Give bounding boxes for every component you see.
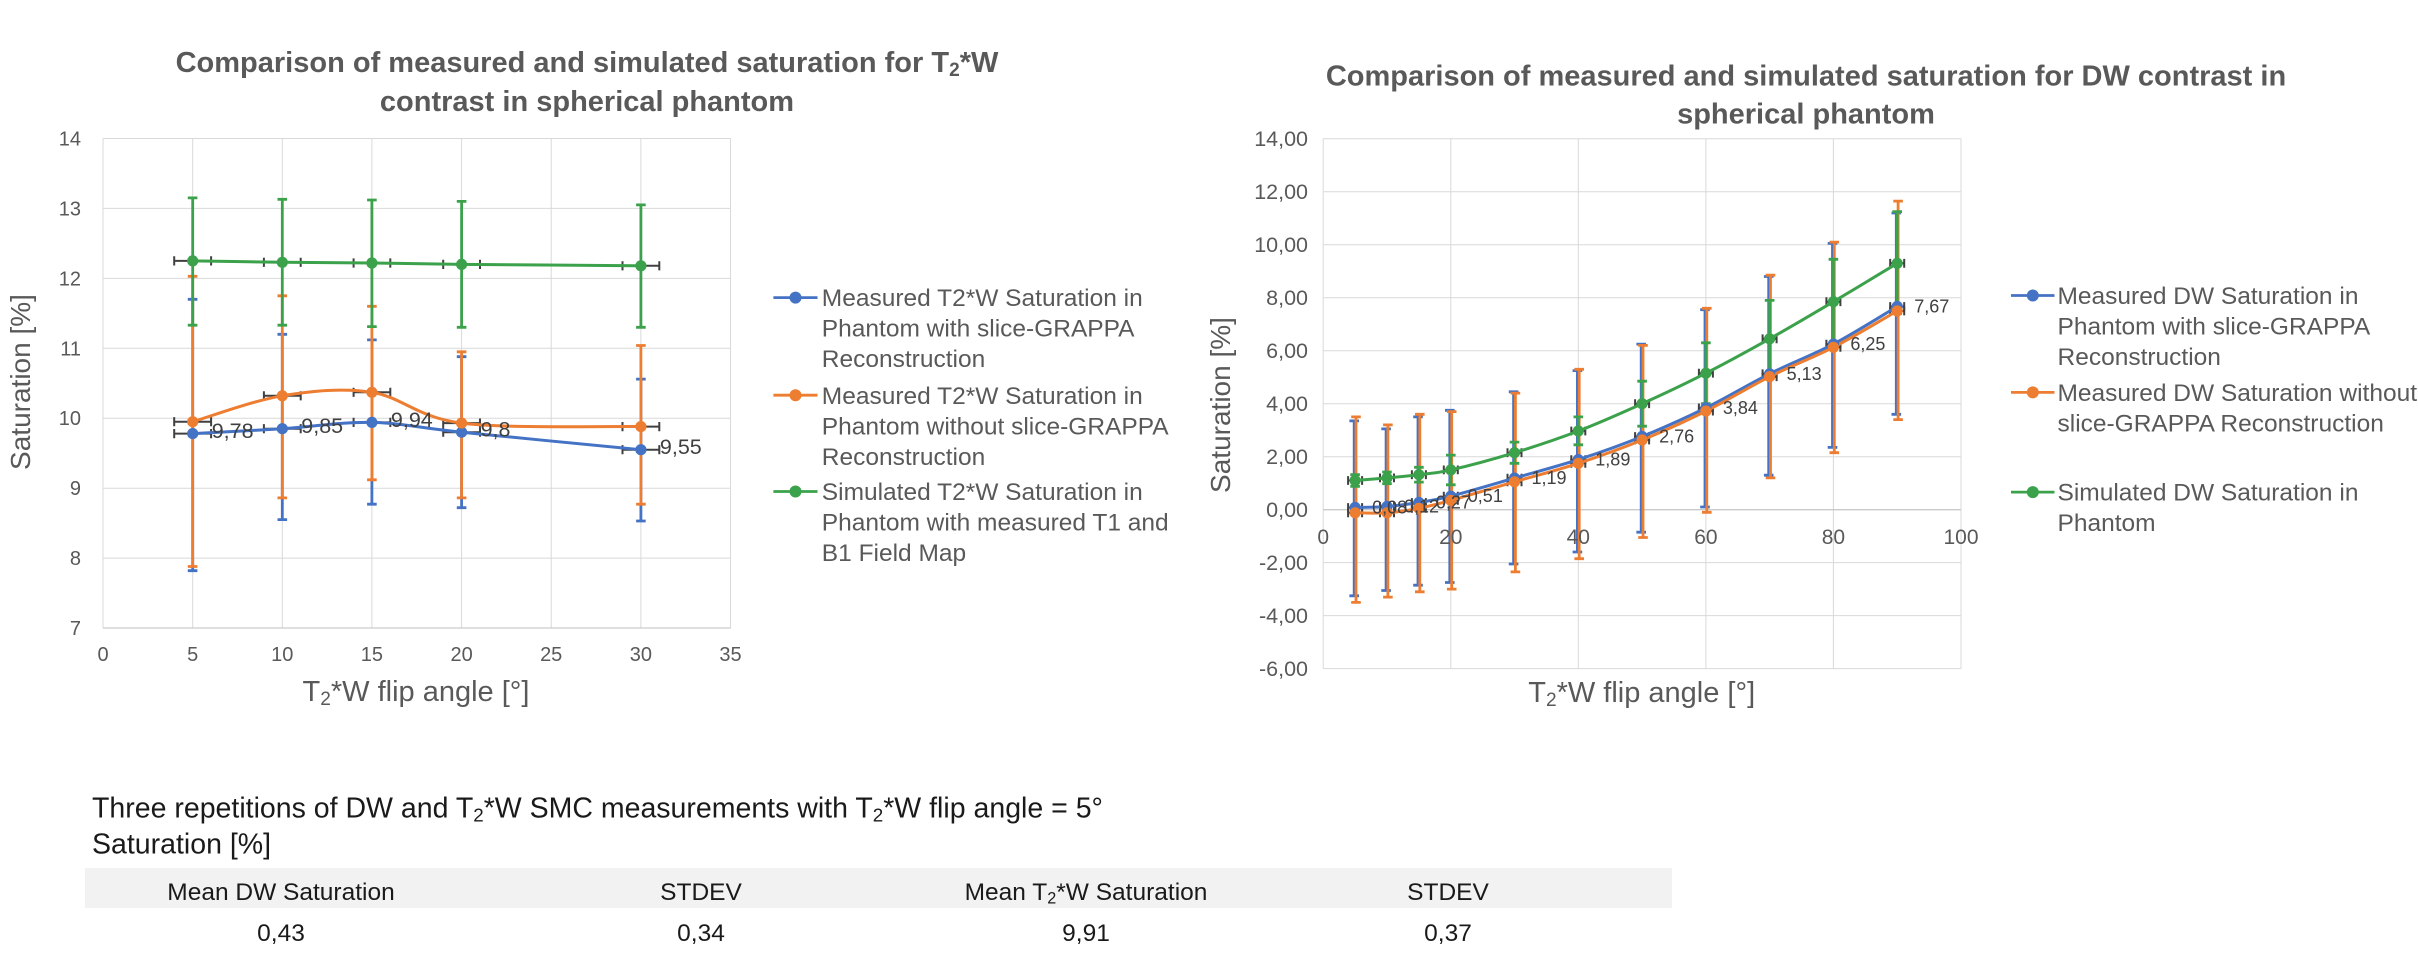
svg-text:Simulated T2*W Saturation in: Simulated T2*W Saturation in (822, 479, 1143, 506)
svg-text:13: 13 (59, 198, 81, 220)
svg-text:35: 35 (719, 644, 741, 666)
svg-text:Phantom without slice-GRAPPA: Phantom without slice-GRAPPA (822, 413, 1169, 440)
svg-text:Simulated DW Saturation in: Simulated DW Saturation in (2058, 480, 2359, 507)
svg-text:11: 11 (60, 338, 81, 360)
svg-text:Phantom with slice-GRAPPA: Phantom with slice-GRAPPA (2058, 314, 2371, 341)
svg-text:-2,00: -2,00 (1259, 551, 1308, 575)
svg-text:Measured DW Saturation in: Measured DW Saturation in (2058, 283, 2359, 310)
svg-text:Mean T2*W Saturation: Mean T2*W Saturation (965, 879, 1208, 907)
svg-text:1,89: 1,89 (1595, 450, 1630, 470)
svg-text:12,00: 12,00 (1254, 180, 1308, 204)
svg-text:30: 30 (630, 644, 652, 666)
svg-text:Reconstruction: Reconstruction (2058, 344, 2221, 371)
svg-text:0,00: 0,00 (1266, 498, 1308, 522)
svg-text:25: 25 (540, 644, 562, 666)
svg-text:-4,00: -4,00 (1259, 604, 1308, 628)
svg-text:Comparison of measured and sim: Comparison of measured and simulated sat… (176, 47, 999, 81)
svg-text:5,13: 5,13 (1787, 364, 1822, 384)
svg-text:12: 12 (59, 268, 81, 290)
svg-text:Measured DW Saturation without: Measured DW Saturation without (2058, 380, 2418, 407)
svg-text:Reconstruction: Reconstruction (822, 444, 985, 471)
svg-text:9,85: 9,85 (301, 414, 343, 438)
svg-text:STDEV: STDEV (660, 879, 742, 906)
svg-text:0,51: 0,51 (1468, 486, 1503, 506)
svg-text:B1 Field Map: B1 Field Map (822, 540, 966, 567)
svg-text:STDEV: STDEV (1407, 879, 1489, 906)
svg-text:8,00: 8,00 (1266, 286, 1308, 310)
svg-text:100: 100 (1943, 526, 1978, 549)
svg-text:Three repetitions of DW and T2: Three repetitions of DW and T2*W SMC mea… (92, 793, 1103, 826)
svg-text:7,67: 7,67 (1914, 297, 1949, 317)
svg-text:T2*W flip angle [°]: T2*W flip angle [°] (303, 676, 530, 710)
svg-text:0: 0 (1317, 526, 1329, 549)
svg-text:Mean DW Saturation: Mean DW Saturation (167, 879, 394, 906)
svg-text:contrast in spherical phantom: contrast in spherical phantom (380, 86, 794, 118)
svg-text:slice-GRAPPA Reconstruction: slice-GRAPPA Reconstruction (2058, 411, 2384, 438)
svg-text:2,76: 2,76 (1659, 427, 1694, 447)
svg-text:9,94: 9,94 (391, 408, 433, 432)
svg-text:1,19: 1,19 (1532, 468, 1567, 488)
svg-text:T2*W flip angle [°]: T2*W flip angle [°] (1528, 677, 1755, 711)
svg-text:Saturation [%]: Saturation [%] (1205, 317, 1236, 493)
svg-text:7: 7 (70, 618, 81, 640)
svg-text:80: 80 (1822, 526, 1845, 549)
svg-text:Phantom with slice-GRAPPA: Phantom with slice-GRAPPA (822, 316, 1135, 343)
svg-text:14,00: 14,00 (1254, 127, 1308, 151)
svg-text:9,78: 9,78 (212, 419, 254, 443)
svg-text:5: 5 (187, 644, 198, 666)
svg-text:8: 8 (70, 548, 81, 570)
svg-text:2,00: 2,00 (1266, 445, 1308, 469)
svg-text:20: 20 (450, 644, 472, 666)
svg-text:0,27: 0,27 (1436, 493, 1471, 513)
svg-text:Phantom: Phantom (2058, 510, 2156, 537)
svg-text:14: 14 (59, 129, 81, 151)
svg-text:0,12: 0,12 (1404, 497, 1439, 517)
svg-text:4,00: 4,00 (1266, 392, 1308, 416)
svg-text:Phantom with measured T1 and: Phantom with measured T1 and (822, 510, 1169, 537)
svg-text:10: 10 (59, 408, 81, 430)
svg-text:Measured T2*W Saturation in: Measured T2*W Saturation in (822, 383, 1143, 410)
svg-text:9: 9 (70, 478, 81, 500)
svg-text:-6,00: -6,00 (1259, 657, 1308, 681)
svg-text:spherical phantom: spherical phantom (1677, 99, 1935, 131)
svg-text:9,8: 9,8 (481, 418, 511, 442)
svg-text:10,00: 10,00 (1254, 233, 1308, 257)
svg-text:Reconstruction: Reconstruction (822, 346, 985, 373)
svg-text:60: 60 (1694, 526, 1717, 549)
svg-text:0,37: 0,37 (1424, 920, 1472, 947)
svg-text:9,55: 9,55 (660, 435, 702, 459)
svg-text:9,91: 9,91 (1062, 920, 1110, 947)
svg-text:Saturation [%]: Saturation [%] (5, 294, 36, 470)
svg-text:6,00: 6,00 (1266, 339, 1308, 363)
svg-text:15: 15 (361, 644, 383, 666)
svg-text:3,84: 3,84 (1723, 398, 1758, 418)
svg-text:0: 0 (97, 644, 108, 666)
svg-text:Comparison of measured and sim: Comparison of measured and simulated sat… (1326, 61, 2286, 93)
svg-text:0,43: 0,43 (257, 920, 305, 947)
svg-text:20: 20 (1439, 526, 1462, 549)
svg-text:6,25: 6,25 (1850, 334, 1885, 354)
svg-text:0,08: 0,08 (1372, 498, 1407, 518)
svg-text:0,34: 0,34 (677, 920, 725, 947)
svg-text:10: 10 (271, 644, 293, 666)
svg-text:Measured T2*W Saturation in: Measured T2*W Saturation in (822, 285, 1143, 312)
svg-text:Saturation [%]: Saturation [%] (92, 829, 271, 861)
svg-text:40: 40 (1567, 526, 1590, 549)
